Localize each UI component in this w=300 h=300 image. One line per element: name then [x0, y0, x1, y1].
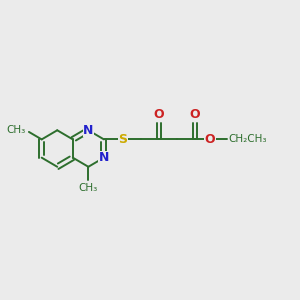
Text: CH₃: CH₃ [79, 183, 98, 193]
Text: CH₂CH₃: CH₂CH₃ [228, 134, 267, 144]
Text: O: O [205, 133, 215, 146]
Text: CH₃: CH₃ [6, 125, 26, 135]
Text: N: N [83, 124, 94, 137]
Text: N: N [99, 151, 109, 164]
Text: S: S [118, 133, 127, 146]
Text: O: O [189, 109, 200, 122]
Text: O: O [153, 109, 164, 122]
